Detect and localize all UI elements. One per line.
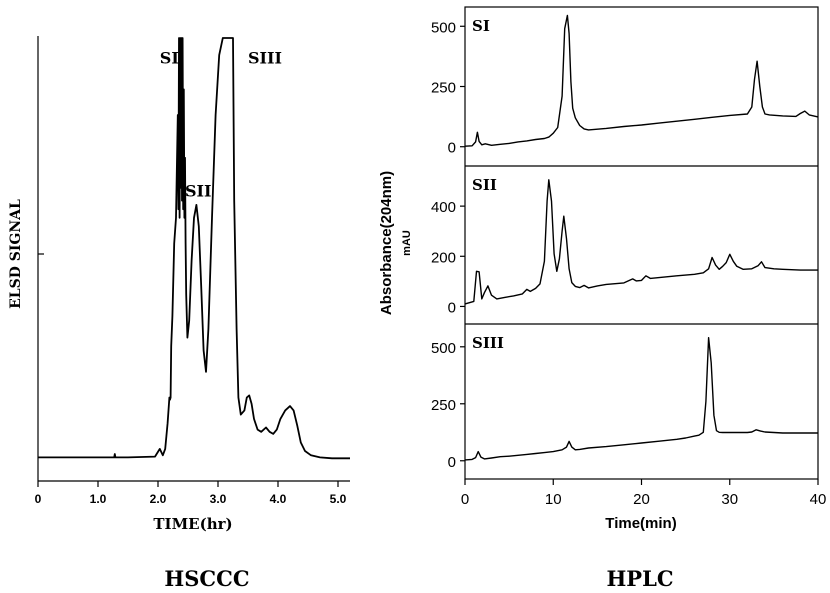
- hplc-x-tick-label: 10: [545, 491, 562, 508]
- hsccc-annotations: SI SII SIII: [160, 49, 282, 201]
- hplc-panel-siii: 0 250 500 SIII: [431, 334, 818, 471]
- caption-hplc: HPLC: [606, 566, 673, 591]
- hplc-trace-siii: [464, 337, 818, 461]
- hsccc-x-tick-label: 0: [35, 492, 42, 506]
- hsccc-x-tick-label: 5.0: [330, 492, 347, 506]
- hplc-y-label: Absorbance(204nm): [378, 171, 395, 315]
- hplc-panel-label: SI: [472, 17, 490, 35]
- hsccc-peak-label: SII: [185, 181, 212, 200]
- hplc-y-tick-label: 0: [448, 454, 456, 471]
- hsccc-peak-label: SIII: [248, 49, 282, 68]
- hplc-panel-label: SIII: [472, 334, 504, 352]
- hsccc-peak-label: SI: [160, 49, 179, 68]
- hplc-y-tick-label: 200: [431, 249, 456, 266]
- hplc-x-tick-label: 30: [721, 491, 738, 508]
- hplc-y-tick-label: 250: [431, 397, 456, 414]
- hsccc-x-tick-label: 1.0: [90, 492, 107, 506]
- caption-hsccc: HSCCC: [164, 566, 249, 591]
- hsccc-x-label: TIME(hr): [153, 515, 232, 533]
- hplc-chart: 0 250 500 SI 0 200 400 SII 0 250 500 SIII 0 10 20 30 40…: [378, 6, 827, 532]
- hplc-y-unit: mAU: [401, 230, 413, 256]
- hplc-y-tick-label: 500: [431, 19, 456, 36]
- hplc-frame: [464, 6, 819, 480]
- hplc-x-label: Time(min): [605, 515, 676, 532]
- hsccc-x-ticks: 0 1.0 2.0 3.0 4.0 5.0: [35, 481, 347, 506]
- hplc-y-tick-label: 500: [431, 340, 456, 357]
- hsccc-x-tick-label: 3.0: [210, 492, 227, 506]
- hplc-x-tick-label: 40: [810, 491, 827, 508]
- hsccc-y-label: ELSD SIGNAL: [8, 199, 24, 309]
- hplc-y-tick-label: 0: [448, 299, 456, 316]
- hsccc-trace: [38, 37, 350, 460]
- hplc-y-tick-label: 400: [431, 199, 456, 216]
- hplc-x-tick-label: 20: [633, 491, 650, 508]
- hplc-panel-label: SII: [472, 176, 497, 194]
- hplc-panel-sii: 0 200 400 SII: [431, 176, 818, 316]
- hplc-y-tick-label: 0: [448, 140, 456, 157]
- hsccc-x-tick-label: 2.0: [150, 492, 167, 506]
- hplc-x-ticks: 0 10 20 30 40: [461, 479, 827, 508]
- hsccc-x-tick-label: 4.0: [270, 492, 287, 506]
- hplc-panel-si: 0 250 500 SI: [431, 14, 819, 157]
- hplc-trace-sii: [464, 179, 818, 305]
- hplc-panels: 0 250 500 SI 0 200 400 SII 0 250 500 SIII: [431, 14, 819, 471]
- hplc-trace-si: [464, 14, 819, 147]
- hplc-y-tick-label: 250: [431, 80, 456, 97]
- hsccc-chart: 0 1.0 2.0 3.0 4.0 5.0 SI SII SIII TIME(hr) ELSD…: [8, 36, 350, 533]
- hplc-x-tick-label: 0: [461, 491, 469, 508]
